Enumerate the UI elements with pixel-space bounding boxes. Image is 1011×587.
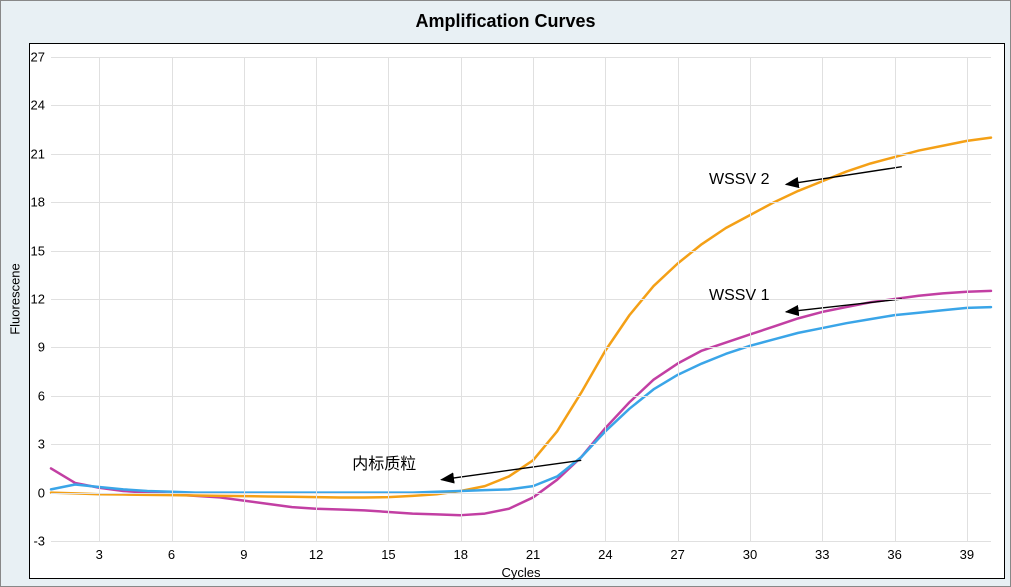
gridline-v — [533, 57, 534, 541]
x-tick-label: 21 — [526, 547, 540, 562]
gridline-v — [967, 57, 968, 541]
gridline-h — [51, 57, 991, 58]
gridline-h — [51, 299, 991, 300]
gridline-v — [172, 57, 173, 541]
gridline-v — [99, 57, 100, 541]
y-tick-label: 24 — [31, 98, 45, 113]
y-tick-label: 15 — [31, 243, 45, 258]
gridline-v — [461, 57, 462, 541]
gridline-h — [51, 396, 991, 397]
chart-title: Amplification Curves — [1, 1, 1010, 32]
y-tick-label: 27 — [31, 50, 45, 65]
series-purple — [51, 291, 991, 515]
x-tick-label: 3 — [96, 547, 103, 562]
gridline-h — [51, 541, 991, 542]
gridline-v — [895, 57, 896, 541]
x-tick-label: 27 — [670, 547, 684, 562]
annotation-arrow — [786, 167, 902, 185]
x-tick-label: 9 — [240, 547, 247, 562]
x-tick-label: 15 — [381, 547, 395, 562]
y-tick-label: 6 — [38, 388, 45, 403]
series-blue — [51, 307, 991, 493]
gridline-v — [244, 57, 245, 541]
x-tick-label: 33 — [815, 547, 829, 562]
plot-area: -303691215182124273691215182124273033363… — [51, 57, 991, 541]
y-tick-label: 21 — [31, 146, 45, 161]
x-tick-label: 6 — [168, 547, 175, 562]
y-tick-label: 12 — [31, 292, 45, 307]
x-tick-label: 36 — [887, 547, 901, 562]
x-tick-label: 12 — [309, 547, 323, 562]
x-tick-label: 39 — [960, 547, 974, 562]
gridline-v — [822, 57, 823, 541]
gridline-h — [51, 493, 991, 494]
y-tick-label: -3 — [33, 534, 45, 549]
gridline-v — [316, 57, 317, 541]
y-tick-label: 9 — [38, 340, 45, 355]
y-tick-label: 18 — [31, 195, 45, 210]
gridline-h — [51, 251, 991, 252]
y-axis-label: Fluorescene — [8, 263, 23, 335]
x-tick-label: 18 — [454, 547, 468, 562]
chart-container: Amplification Curves -303691215182124273… — [0, 0, 1011, 587]
y-tick-label: 0 — [38, 485, 45, 500]
gridline-h — [51, 347, 991, 348]
gridline-v — [678, 57, 679, 541]
gridline-h — [51, 202, 991, 203]
y-tick-label: 3 — [38, 437, 45, 452]
x-tick-label: 24 — [598, 547, 612, 562]
x-axis-label: Cycles — [501, 565, 540, 580]
gridline-h — [51, 154, 991, 155]
x-tick-label: 30 — [743, 547, 757, 562]
annotation-label: 内标质粒 — [352, 450, 416, 474]
annotation-label: WSSV 1 — [709, 287, 769, 305]
gridline-h — [51, 444, 991, 445]
gridline-v — [605, 57, 606, 541]
annotation-arrow — [786, 299, 902, 312]
gridline-h — [51, 105, 991, 106]
annotation-label: WSSV 2 — [709, 171, 769, 189]
